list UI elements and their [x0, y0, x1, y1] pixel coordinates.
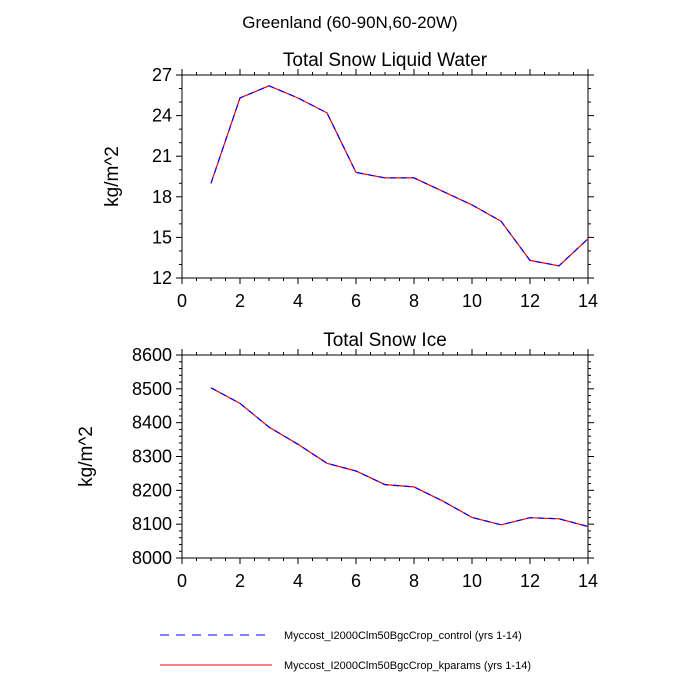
chart-title: Total Snow Ice — [323, 330, 447, 351]
plot-frame — [181, 354, 589, 559]
x-tick-label: 2 — [235, 291, 245, 311]
x-tick-label: 10 — [462, 571, 482, 591]
series-line-kparams — [210, 387, 589, 528]
y-tick-label: 8300 — [132, 447, 172, 467]
x-tick-label: 4 — [293, 291, 303, 311]
x-tick-label: 0 — [177, 571, 187, 591]
y-tick-label: 8400 — [132, 413, 172, 433]
figure-title: Greenland (60-90N,60-20W) — [242, 13, 457, 32]
y-tick-label: 21 — [152, 146, 172, 166]
y-axis-label: kg/m^2 — [76, 426, 97, 487]
series-line-kparams — [210, 85, 589, 267]
y-tick-label: 27 — [152, 65, 172, 85]
y-tick-label: 12 — [152, 268, 172, 288]
series-line-control — [210, 387, 589, 528]
y-tick-label: 24 — [152, 106, 172, 126]
x-tick-label: 6 — [351, 291, 361, 311]
y-tick-label: 15 — [152, 227, 172, 247]
x-tick-label: 8 — [409, 291, 419, 311]
chart-title: Total Snow Liquid Water — [283, 50, 488, 71]
chart-total-snow-ice: Total Snow Ice kg/m^2 0 2 4 6 8 10 12 14 8000 8100 8… — [76, 330, 598, 591]
y-tick-label: 18 — [152, 187, 172, 207]
plot-frame — [181, 74, 589, 279]
y-tick-label: 8500 — [132, 379, 172, 399]
x-tick-label: 4 — [293, 571, 303, 591]
x-tick-label: 10 — [462, 291, 482, 311]
legend-label-kparams: Myccost_I2000Clm50BgcCrop_kparams (yrs 1… — [284, 660, 531, 672]
x-tick-label: 8 — [409, 571, 419, 591]
legend-label-control: Myccost_I2000Clm50BgcCrop_control (yrs 1… — [284, 630, 522, 642]
x-tick-label: 6 — [351, 571, 361, 591]
x-tick-label: 12 — [520, 291, 540, 311]
y-tick-label: 8200 — [132, 480, 172, 500]
legend: Myccost_I2000Clm50BgcCrop_control (yrs 1… — [160, 630, 531, 672]
x-tick-label: 2 — [235, 571, 245, 591]
y-tick-label: 8600 — [132, 345, 172, 365]
x-tick-label: 12 — [520, 571, 540, 591]
y-tick-label: 8000 — [132, 548, 172, 568]
x-tick-label: 14 — [578, 571, 598, 591]
y-axis-label: kg/m^2 — [102, 146, 123, 207]
x-tick-label: 14 — [578, 291, 598, 311]
y-tick-label: 8100 — [132, 514, 172, 534]
series-line-control — [210, 85, 589, 267]
x-tick-label: 0 — [177, 291, 187, 311]
